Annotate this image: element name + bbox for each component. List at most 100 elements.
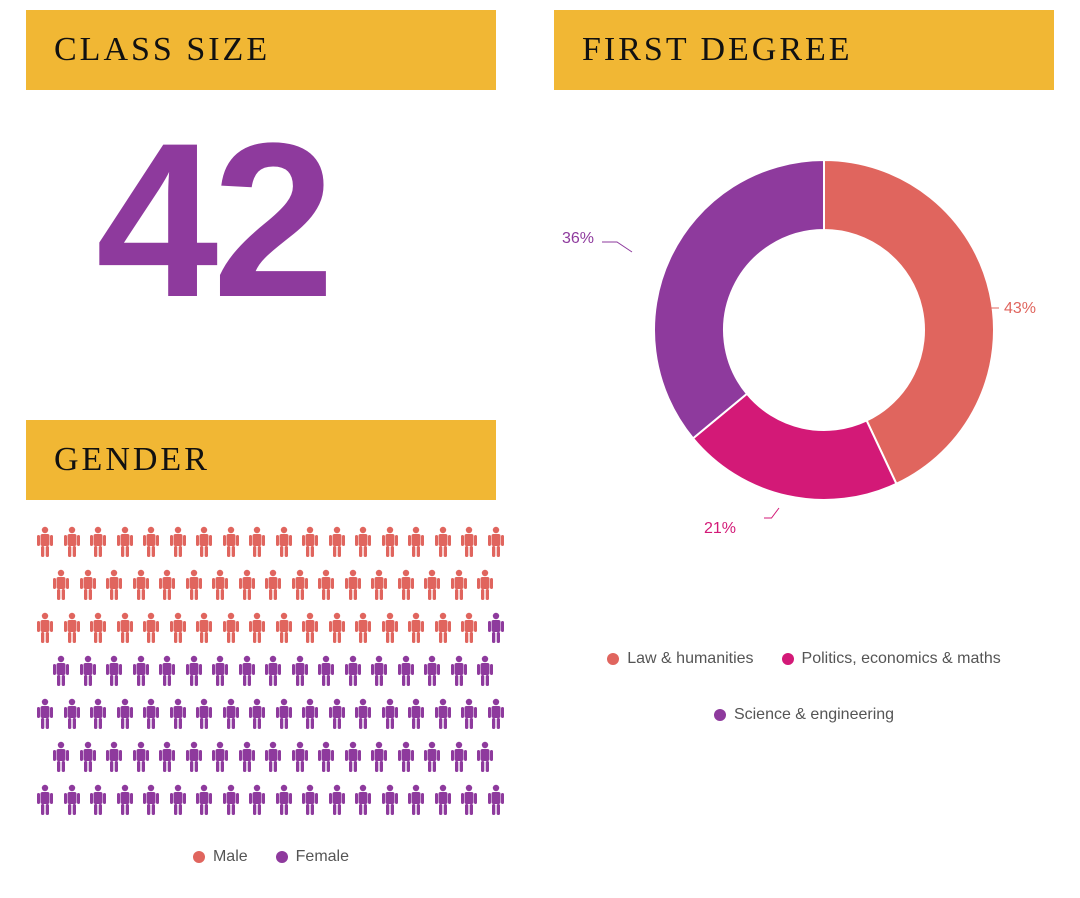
person-icon bbox=[132, 569, 150, 601]
person bbox=[169, 698, 187, 735]
person-icon bbox=[105, 655, 123, 687]
person-icon bbox=[116, 698, 134, 730]
person-icon bbox=[158, 655, 176, 687]
person-icon bbox=[238, 655, 256, 687]
person bbox=[407, 612, 425, 649]
person bbox=[275, 612, 293, 649]
person bbox=[158, 569, 176, 606]
legend-item: Male bbox=[193, 848, 248, 866]
person-icon bbox=[63, 612, 81, 644]
person bbox=[238, 655, 256, 692]
person-icon bbox=[195, 698, 213, 730]
legend-dot bbox=[714, 709, 726, 721]
person bbox=[487, 526, 505, 563]
person-icon bbox=[275, 612, 293, 644]
person-icon bbox=[142, 526, 160, 558]
person bbox=[476, 741, 494, 778]
person-icon bbox=[132, 741, 150, 773]
person-icon bbox=[476, 569, 494, 601]
person bbox=[238, 569, 256, 606]
person-icon bbox=[248, 612, 266, 644]
person bbox=[116, 698, 134, 735]
gender-header: GENDER bbox=[26, 420, 496, 500]
person bbox=[450, 655, 468, 692]
person-icon bbox=[238, 569, 256, 601]
person-icon bbox=[89, 526, 107, 558]
person-icon bbox=[487, 698, 505, 730]
person bbox=[142, 784, 160, 821]
person-icon bbox=[52, 655, 70, 687]
person-icon bbox=[328, 784, 346, 816]
person-icon bbox=[185, 741, 203, 773]
person-icon bbox=[423, 655, 441, 687]
person bbox=[264, 569, 282, 606]
person bbox=[317, 655, 335, 692]
person bbox=[63, 526, 81, 563]
person-icon bbox=[264, 569, 282, 601]
pictogram-row bbox=[36, 698, 506, 735]
person-icon bbox=[63, 526, 81, 558]
pictogram-row bbox=[36, 612, 506, 649]
person-icon bbox=[158, 569, 176, 601]
legend-dot bbox=[193, 851, 205, 863]
legend-item: Law & humanities bbox=[607, 650, 753, 668]
person-icon bbox=[142, 698, 160, 730]
person bbox=[370, 655, 388, 692]
person bbox=[211, 655, 229, 692]
person-icon bbox=[222, 526, 240, 558]
person bbox=[275, 698, 293, 735]
person-icon bbox=[407, 784, 425, 816]
person-icon bbox=[423, 741, 441, 773]
person-icon bbox=[450, 655, 468, 687]
person bbox=[434, 526, 452, 563]
person bbox=[291, 741, 309, 778]
person bbox=[450, 569, 468, 606]
person bbox=[89, 612, 107, 649]
person bbox=[370, 569, 388, 606]
person-icon bbox=[344, 741, 362, 773]
person bbox=[370, 741, 388, 778]
person-icon bbox=[450, 741, 468, 773]
legend-label: Politics, economics & maths bbox=[802, 650, 1001, 668]
slice-percent-label: 21% bbox=[704, 520, 736, 538]
person-icon bbox=[328, 698, 346, 730]
person bbox=[222, 612, 240, 649]
person-icon bbox=[301, 612, 319, 644]
person-icon bbox=[169, 698, 187, 730]
person bbox=[89, 698, 107, 735]
person bbox=[169, 526, 187, 563]
person bbox=[487, 784, 505, 821]
person bbox=[460, 612, 478, 649]
person bbox=[116, 526, 134, 563]
person bbox=[381, 698, 399, 735]
person-icon bbox=[407, 526, 425, 558]
person-icon bbox=[328, 612, 346, 644]
person-icon bbox=[169, 612, 187, 644]
person-icon bbox=[487, 526, 505, 558]
person-icon bbox=[185, 655, 203, 687]
person bbox=[317, 569, 335, 606]
first-degree-chart: 43%21%36% bbox=[554, 120, 1054, 650]
person bbox=[222, 698, 240, 735]
slice-percent-label: 36% bbox=[562, 230, 594, 248]
person bbox=[132, 655, 150, 692]
person bbox=[487, 698, 505, 735]
person-icon bbox=[354, 526, 372, 558]
person bbox=[291, 569, 309, 606]
person-icon bbox=[116, 784, 134, 816]
person bbox=[238, 741, 256, 778]
person-icon bbox=[354, 612, 372, 644]
person bbox=[52, 741, 70, 778]
person-icon bbox=[142, 612, 160, 644]
person bbox=[142, 526, 160, 563]
person-icon bbox=[344, 569, 362, 601]
person-icon bbox=[222, 612, 240, 644]
person-icon bbox=[264, 741, 282, 773]
person-icon bbox=[169, 784, 187, 816]
person-icon bbox=[222, 784, 240, 816]
person-icon bbox=[328, 526, 346, 558]
person bbox=[105, 741, 123, 778]
person bbox=[222, 784, 240, 821]
person-icon bbox=[291, 741, 309, 773]
person-icon bbox=[487, 612, 505, 644]
